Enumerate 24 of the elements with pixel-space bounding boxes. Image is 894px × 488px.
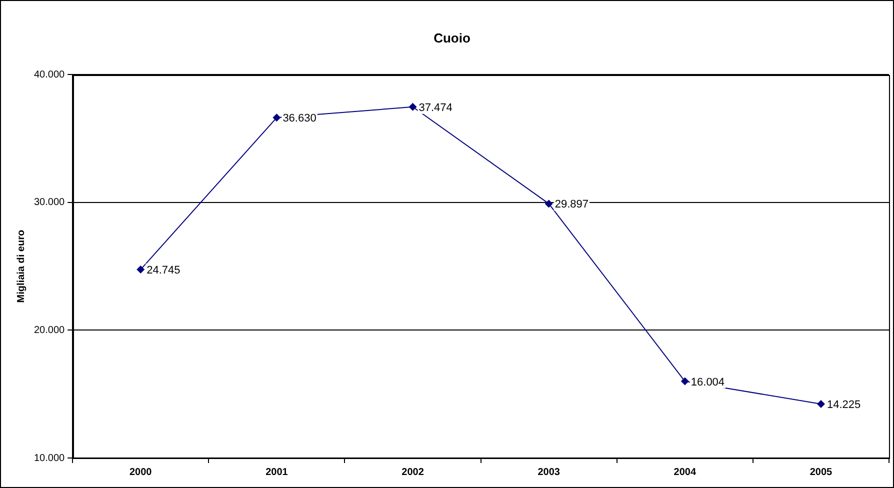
chart-title: Cuoio <box>434 30 470 46</box>
y-tick-label: 40.000 <box>34 69 66 80</box>
data-label: 29.897 <box>554 198 588 211</box>
data-label: 14.225 <box>826 399 861 412</box>
point <box>680 377 689 386</box>
y-axis-title: Migliaia di euro <box>16 230 27 303</box>
data-label: 24.745 <box>146 264 180 277</box>
point <box>816 400 825 408</box>
y-tick-label: 30.000 <box>34 197 66 208</box>
x-tick-label: 2005 <box>810 466 833 478</box>
point <box>544 200 553 208</box>
point <box>136 266 145 274</box>
point <box>272 114 281 122</box>
x-tick-label: 2004 <box>674 466 696 478</box>
data-label: 36.630 <box>282 112 316 125</box>
y-tick-label: 20.000 <box>34 324 66 336</box>
x-tick-label: 2000 <box>129 466 152 478</box>
x-tick-label: 2001 <box>266 466 288 478</box>
x-tick-label: 2003 <box>538 466 560 478</box>
y-tick-label: 10.000 <box>34 452 66 464</box>
data-label: 37.474 <box>418 102 452 114</box>
point <box>408 102 417 111</box>
data-label: 16.004 <box>690 376 725 388</box>
x-tick-label: 2002 <box>402 466 424 478</box>
